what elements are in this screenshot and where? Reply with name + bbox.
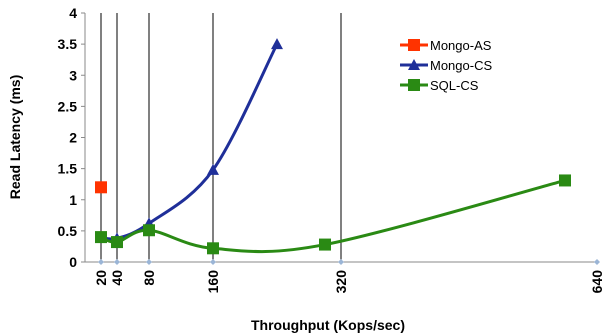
x-tick-mark: [114, 259, 120, 265]
x-tick-mark: [98, 259, 104, 265]
legend-label: SQL-CS: [430, 78, 479, 93]
data-point-mongo-cs: [207, 163, 219, 175]
series-mongo-as: [95, 181, 107, 194]
x-tick-mark: [594, 259, 600, 265]
x-tick-mark: [338, 259, 344, 265]
data-point-sql-cs: [559, 174, 571, 187]
x-tick-mark: [146, 259, 152, 265]
y-tick-label: 0: [69, 254, 77, 270]
series-layer: [95, 38, 571, 255]
y-tick-label: 1: [69, 192, 77, 208]
legend-swatch-marker: [408, 39, 420, 51]
data-point-sql-cs: [95, 231, 107, 244]
series-sql-cs: [95, 174, 571, 255]
legend-item-mongo-as: Mongo-AS: [400, 38, 492, 53]
y-tick-label: 2: [69, 130, 77, 146]
y-tick-label: 1.5: [58, 161, 78, 177]
data-point-sql-cs: [207, 242, 219, 255]
data-point-mongo-cs: [271, 38, 283, 50]
x-tick-label: 40: [109, 270, 125, 286]
y-axis-ticks: 0 0.5 1 1.5 2 2.5 3 3.5 4: [58, 5, 85, 270]
data-point-sql-cs: [143, 224, 155, 237]
legend-label: Mongo-CS: [430, 58, 492, 73]
x-tick-label: 20: [93, 270, 109, 286]
legend: Mongo-AS Mongo-CS SQL-CS: [400, 38, 492, 93]
series-line-mongo-cs: [100, 43, 279, 241]
series-line-sql-cs: [100, 179, 566, 254]
y-axis-label: Read Latency (ms): [7, 75, 23, 199]
x-tick-label: 160: [205, 270, 221, 294]
legend-swatch-marker: [408, 59, 420, 70]
x-tick-label: 320: [333, 270, 349, 294]
y-tick-label: 4: [69, 5, 77, 21]
y-tick-label: 3: [69, 67, 77, 83]
x-tick-mark: [210, 259, 216, 265]
data-point-sql-cs: [111, 236, 123, 249]
x-tick-label: 80: [141, 270, 157, 286]
legend-swatch-marker: [408, 79, 420, 91]
series-mongo-cs: [95, 38, 283, 244]
gridlines: [100, 13, 342, 262]
y-tick-label: 0.5: [58, 223, 78, 239]
y-tick-label: 3.5: [58, 36, 78, 52]
legend-item-mongo-cs: Mongo-CS: [400, 58, 492, 73]
x-tick-label: 640: [589, 270, 605, 294]
legend-item-sql-cs: SQL-CS: [400, 78, 479, 93]
y-tick-label: 2.5: [58, 98, 78, 114]
x-axis-label: Throughput (Kops/sec): [251, 317, 405, 333]
legend-label: Mongo-AS: [430, 38, 492, 53]
data-point-sql-cs: [319, 238, 331, 251]
x-axis-ticks: 20 40 80 160 320 640: [93, 259, 605, 293]
data-point-mongo-as: [95, 181, 107, 194]
